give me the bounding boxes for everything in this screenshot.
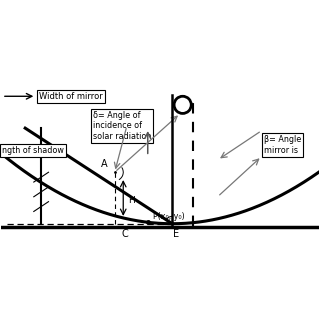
- Text: A: A: [101, 159, 107, 169]
- Text: β= Angle
mirror is: β= Angle mirror is: [264, 135, 301, 155]
- Text: Width of mirror: Width of mirror: [39, 92, 102, 101]
- Text: ngth of shadow: ngth of shadow: [2, 146, 64, 155]
- Text: C: C: [121, 228, 128, 239]
- Text: E: E: [173, 228, 179, 239]
- Text: P(x₀, y₀): P(x₀, y₀): [153, 212, 184, 221]
- Text: H: H: [128, 196, 135, 205]
- Text: δ= Angle of
incidence of
solar radiation: δ= Angle of incidence of solar radiation: [92, 111, 151, 141]
